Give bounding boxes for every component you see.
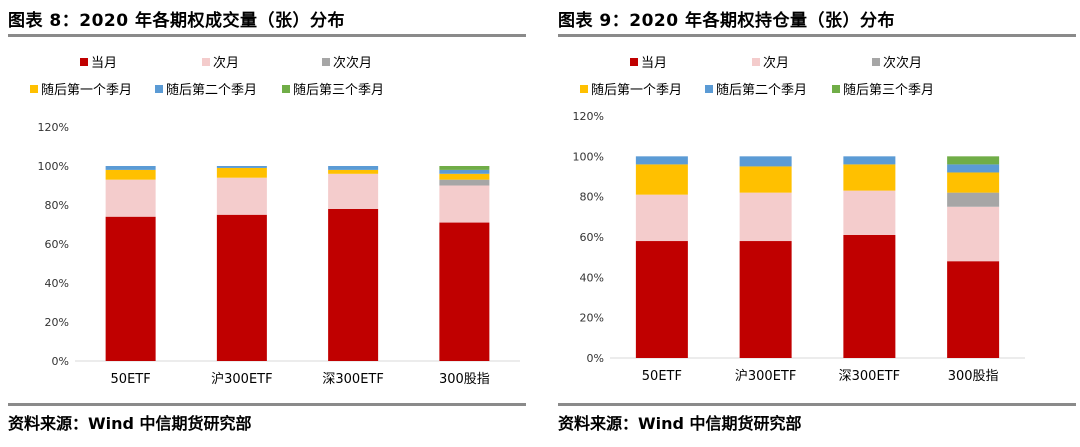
bar-segment bbox=[947, 192, 1000, 207]
bar-segment bbox=[947, 172, 1000, 193]
bar-segment bbox=[739, 156, 792, 167]
legend-label: 当月 bbox=[641, 56, 667, 71]
legend-swatch bbox=[282, 85, 290, 93]
legend-label: 次次月 bbox=[883, 55, 922, 71]
bar-segment bbox=[439, 166, 490, 170]
x-tick-label: 50ETF bbox=[642, 369, 682, 384]
bar-segment bbox=[328, 166, 379, 170]
legend-swatch bbox=[580, 85, 588, 93]
bar-segment bbox=[439, 173, 490, 180]
bar-segment bbox=[947, 164, 1000, 173]
bar-segment bbox=[947, 206, 1000, 262]
bar-segment bbox=[328, 208, 379, 361]
legend-swatch bbox=[872, 58, 880, 66]
x-tick-label: 沪300ETF bbox=[735, 368, 796, 384]
legend-label: 随后第三个季月 bbox=[293, 83, 384, 98]
y-tick-label: 80% bbox=[580, 191, 604, 204]
bar-segment bbox=[105, 179, 156, 217]
y-tick-label: 0% bbox=[52, 355, 69, 368]
legend-swatch bbox=[832, 85, 840, 93]
y-tick-label: 0% bbox=[587, 352, 604, 365]
legend-swatch bbox=[705, 85, 713, 93]
legend-label: 次月 bbox=[763, 55, 789, 71]
bar-segment bbox=[439, 222, 490, 361]
legend-label: 次月 bbox=[213, 55, 239, 71]
bar-segment bbox=[635, 156, 688, 165]
x-tick-label: 沪300ETF bbox=[211, 371, 272, 387]
y-tick-label: 100% bbox=[573, 150, 604, 163]
chart-title: 图表 9：2020 年各期权持仓量（张）分布 bbox=[558, 11, 895, 31]
bar-segment bbox=[739, 192, 792, 242]
bar-segment bbox=[739, 166, 792, 193]
bar-segment bbox=[328, 169, 379, 174]
title-divider bbox=[558, 34, 1076, 37]
chart-panel-open-interest: 图表 9：2020 年各期权持仓量（张）分布 当月 次月 次次月随后第一个季月 随后第… bbox=[550, 0, 1080, 447]
source-note: 资料来源：Wind 中信期货研究部 bbox=[558, 414, 802, 433]
bar-segment bbox=[105, 216, 156, 361]
bar-segment bbox=[216, 167, 267, 178]
bar-segment bbox=[843, 234, 896, 358]
x-tick-label: 300股指 bbox=[948, 369, 999, 384]
legend-label: 随后第二个季月 bbox=[716, 83, 807, 98]
legend-swatch bbox=[202, 58, 210, 66]
bar-segment bbox=[216, 166, 267, 168]
legend-swatch bbox=[752, 58, 760, 66]
bar-segment bbox=[439, 185, 490, 223]
bar-segment bbox=[947, 261, 1000, 358]
bar-segment bbox=[635, 194, 688, 242]
chart-panel-volume: 图表 8：2020 年各期权成交量（张）分布 当月 次月 次次月随后第一个季月 随后第… bbox=[0, 0, 530, 447]
bar-segment bbox=[105, 166, 156, 170]
source-divider bbox=[8, 403, 526, 406]
x-tick-label: 50ETF bbox=[111, 372, 151, 387]
y-tick-label: 60% bbox=[580, 231, 604, 244]
x-tick-label: 300股指 bbox=[439, 372, 490, 387]
y-tick-label: 120% bbox=[38, 121, 69, 134]
legend-swatch bbox=[80, 58, 88, 66]
legend-label: 次次月 bbox=[333, 55, 372, 71]
y-tick-label: 120% bbox=[573, 110, 604, 123]
y-tick-label: 80% bbox=[45, 199, 69, 212]
chart-title: 图表 8：2020 年各期权成交量（张）分布 bbox=[8, 11, 345, 31]
bar-segment bbox=[216, 177, 267, 215]
source-note: 资料来源：Wind 中信期货研究部 bbox=[8, 414, 252, 433]
bar-segment bbox=[216, 214, 267, 361]
legend-label: 随后第二个季月 bbox=[166, 83, 257, 98]
legend-swatch bbox=[322, 58, 330, 66]
y-tick-label: 20% bbox=[45, 316, 69, 329]
y-tick-label: 20% bbox=[580, 312, 604, 325]
y-tick-label: 100% bbox=[38, 160, 69, 173]
bar-segment bbox=[105, 169, 156, 180]
x-tick-label: 深300ETF bbox=[322, 372, 383, 387]
bar-segment bbox=[635, 241, 688, 358]
legend-swatch bbox=[155, 85, 163, 93]
y-tick-label: 60% bbox=[45, 238, 69, 251]
x-tick-label: 深300ETF bbox=[839, 369, 900, 384]
bar-segment bbox=[739, 241, 792, 358]
bar-segment bbox=[843, 156, 896, 165]
legend-swatch bbox=[630, 58, 638, 66]
legend-label: 随后第三个季月 bbox=[843, 83, 934, 98]
legend-label: 随后第一个季月 bbox=[591, 83, 682, 98]
bar-segment bbox=[439, 179, 490, 186]
bar-segment bbox=[843, 190, 896, 235]
bar-segment bbox=[947, 156, 1000, 165]
bar-segment bbox=[635, 164, 688, 195]
legend-label: 随后第一个季月 bbox=[41, 83, 132, 98]
legend-label: 当月 bbox=[91, 56, 117, 71]
bar-segment bbox=[328, 173, 379, 209]
legend-swatch bbox=[30, 85, 38, 93]
title-divider bbox=[8, 34, 526, 37]
source-divider bbox=[558, 403, 1076, 406]
y-tick-label: 40% bbox=[45, 277, 69, 290]
bar-segment bbox=[843, 164, 896, 191]
bar-segment bbox=[439, 169, 490, 174]
y-tick-label: 40% bbox=[580, 271, 604, 284]
